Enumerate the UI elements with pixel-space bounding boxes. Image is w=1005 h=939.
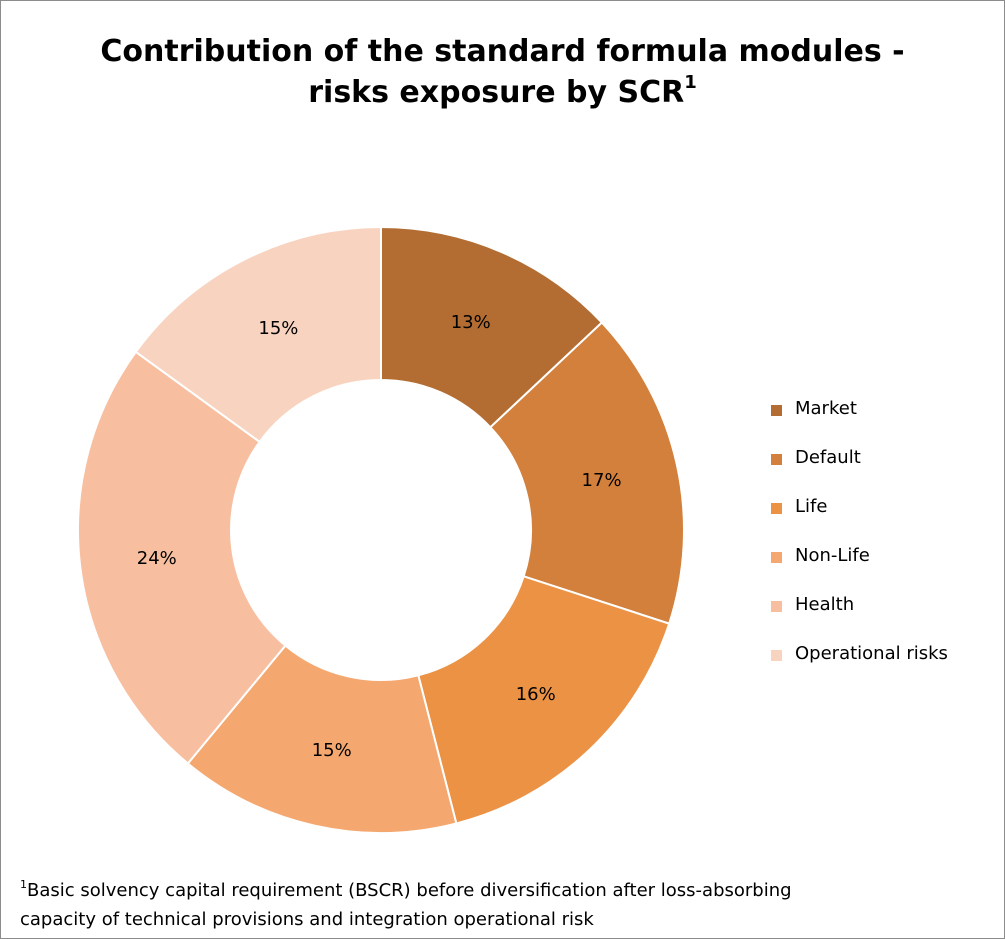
- legend-swatch-non-life: [771, 552, 782, 563]
- legend-swatch-operational-risks: [771, 650, 782, 661]
- donut-slice-health: [77, 350, 287, 765]
- legend-swatch-life: [771, 503, 782, 514]
- donut-slice-non-life: [186, 644, 458, 834]
- slice-label-default: 17%: [582, 470, 622, 491]
- donut-slice-default: [488, 321, 685, 625]
- chart-title-superscript: 1: [684, 72, 697, 93]
- legend-swatch-market: [771, 405, 782, 416]
- legend-label-health: Health: [795, 594, 855, 615]
- legend-swatch-health: [771, 601, 782, 612]
- footnote-line-1: 1Basic solvency capital requirement (BSC…: [20, 871, 995, 905]
- slice-label-operational-risks: 15%: [258, 318, 298, 339]
- chart-footnote: 1Basic solvency capital requirement (BSC…: [20, 871, 995, 934]
- chart-title-line-1: Contribution of the standard formula mod…: [100, 34, 905, 69]
- chart-title-line-2-text: risks exposure by SCR: [308, 75, 685, 110]
- legend-label-default: Default: [795, 447, 861, 468]
- footnote-line-1-text: Basic solvency capital requirement (BSCR…: [27, 880, 792, 901]
- slice-label-health: 24%: [137, 548, 177, 569]
- donut-slice-operational-risks: [134, 225, 382, 444]
- legend-label-life: Life: [795, 496, 828, 517]
- legend-swatch-default: [771, 454, 782, 465]
- legend-label-market: Market: [795, 398, 857, 419]
- donut-slice-market: [380, 225, 604, 429]
- footnote-line-2: capacity of technical provisions and int…: [20, 909, 594, 930]
- footnote-marker: 1: [20, 878, 27, 891]
- chart-title: Contribution of the standard formula mod…: [1, 31, 1004, 113]
- legend-label-non-life: Non-Life: [795, 545, 870, 566]
- legend-label-operational-risks: Operational risks: [795, 643, 948, 664]
- slice-label-non-life: 15%: [312, 740, 352, 761]
- donut-slice-life: [417, 575, 671, 825]
- chart-title-line-2: risks exposure by SCR1: [1, 72, 1004, 113]
- slice-label-market: 13%: [451, 312, 491, 333]
- slice-label-life: 16%: [516, 684, 556, 705]
